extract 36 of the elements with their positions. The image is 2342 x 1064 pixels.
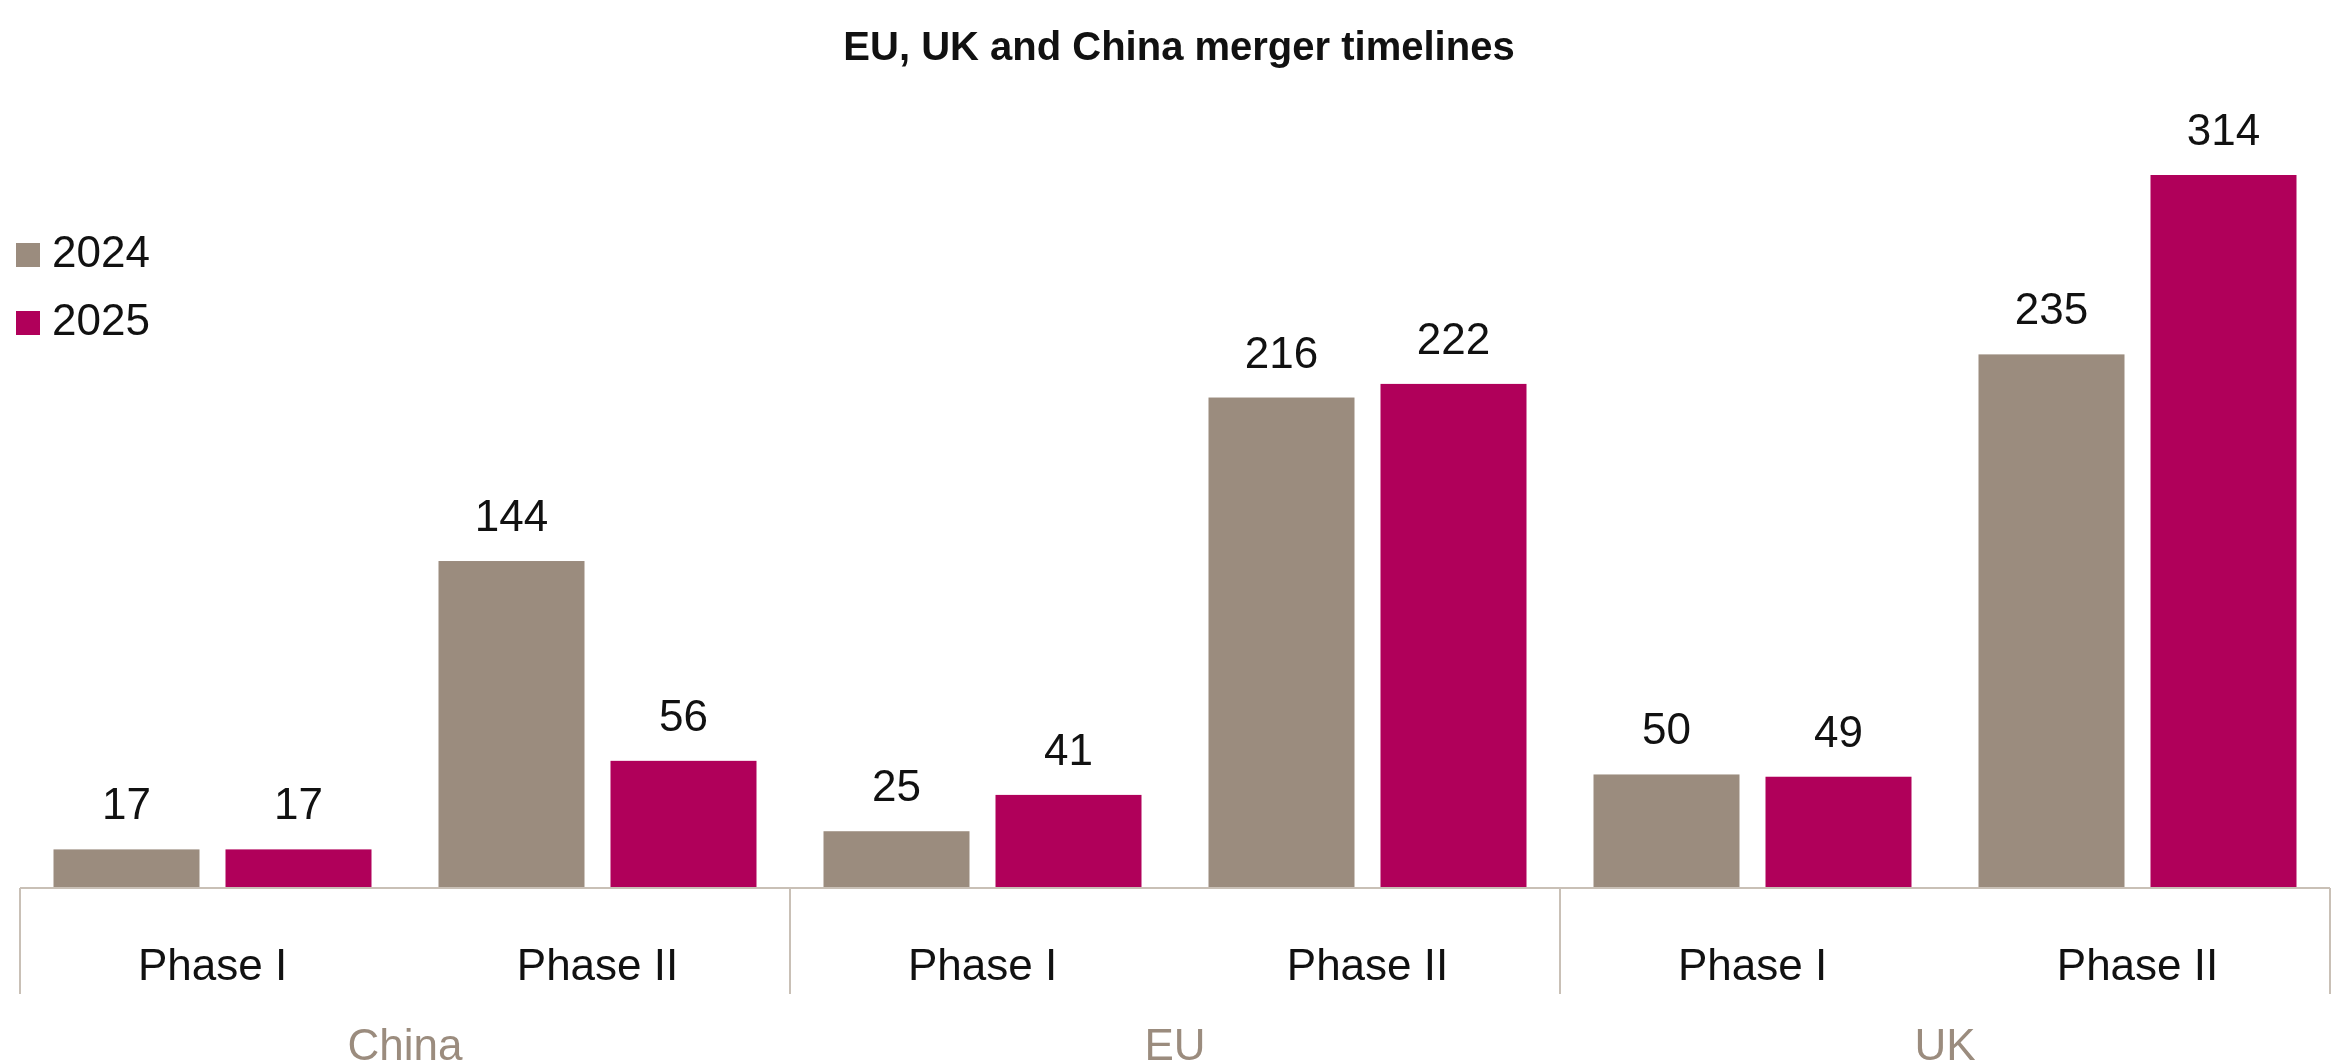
x-tick-label: Phase II xyxy=(516,940,679,989)
bar xyxy=(225,849,372,888)
bar xyxy=(2150,175,2297,888)
legend-label: 2025 xyxy=(52,295,150,344)
bar xyxy=(823,831,970,888)
data-label: 50 xyxy=(1642,704,1691,754)
data-label: 314 xyxy=(2186,105,2261,154)
bar xyxy=(1593,774,1740,888)
x-tick-label: Phase II xyxy=(2056,940,2219,989)
bar xyxy=(1208,397,1355,888)
x-tick-label: Phase I xyxy=(907,940,1058,989)
data-label: 222 xyxy=(1416,313,1491,363)
x-tick-label: Phase I xyxy=(137,940,288,989)
data-label: 41 xyxy=(1044,724,1093,774)
x-tick-label: Phase I xyxy=(1677,940,1828,989)
x-tick-label: Phase II xyxy=(1286,940,1449,989)
data-label: 17 xyxy=(102,779,151,829)
data-label: 49 xyxy=(1814,706,1863,756)
data-label: 25 xyxy=(872,761,921,811)
text: EU xyxy=(1144,1020,1206,1064)
text: UK xyxy=(1914,1020,1976,1064)
data-label: 235 xyxy=(2014,284,2089,334)
data-label: 17 xyxy=(274,779,323,829)
bar xyxy=(438,561,585,888)
chart-title: EU, UK and China merger timelines xyxy=(843,24,1515,68)
bar xyxy=(53,849,200,888)
data-label: 144 xyxy=(474,491,549,541)
data-label: 56 xyxy=(659,690,708,740)
data-label: 216 xyxy=(1244,327,1319,377)
legend-label: 2024 xyxy=(52,227,150,276)
bar xyxy=(1380,383,1527,888)
bar xyxy=(1978,354,2125,888)
bar xyxy=(610,760,757,888)
bar xyxy=(1765,776,1912,888)
text: China xyxy=(347,1020,464,1064)
bar xyxy=(995,794,1142,888)
